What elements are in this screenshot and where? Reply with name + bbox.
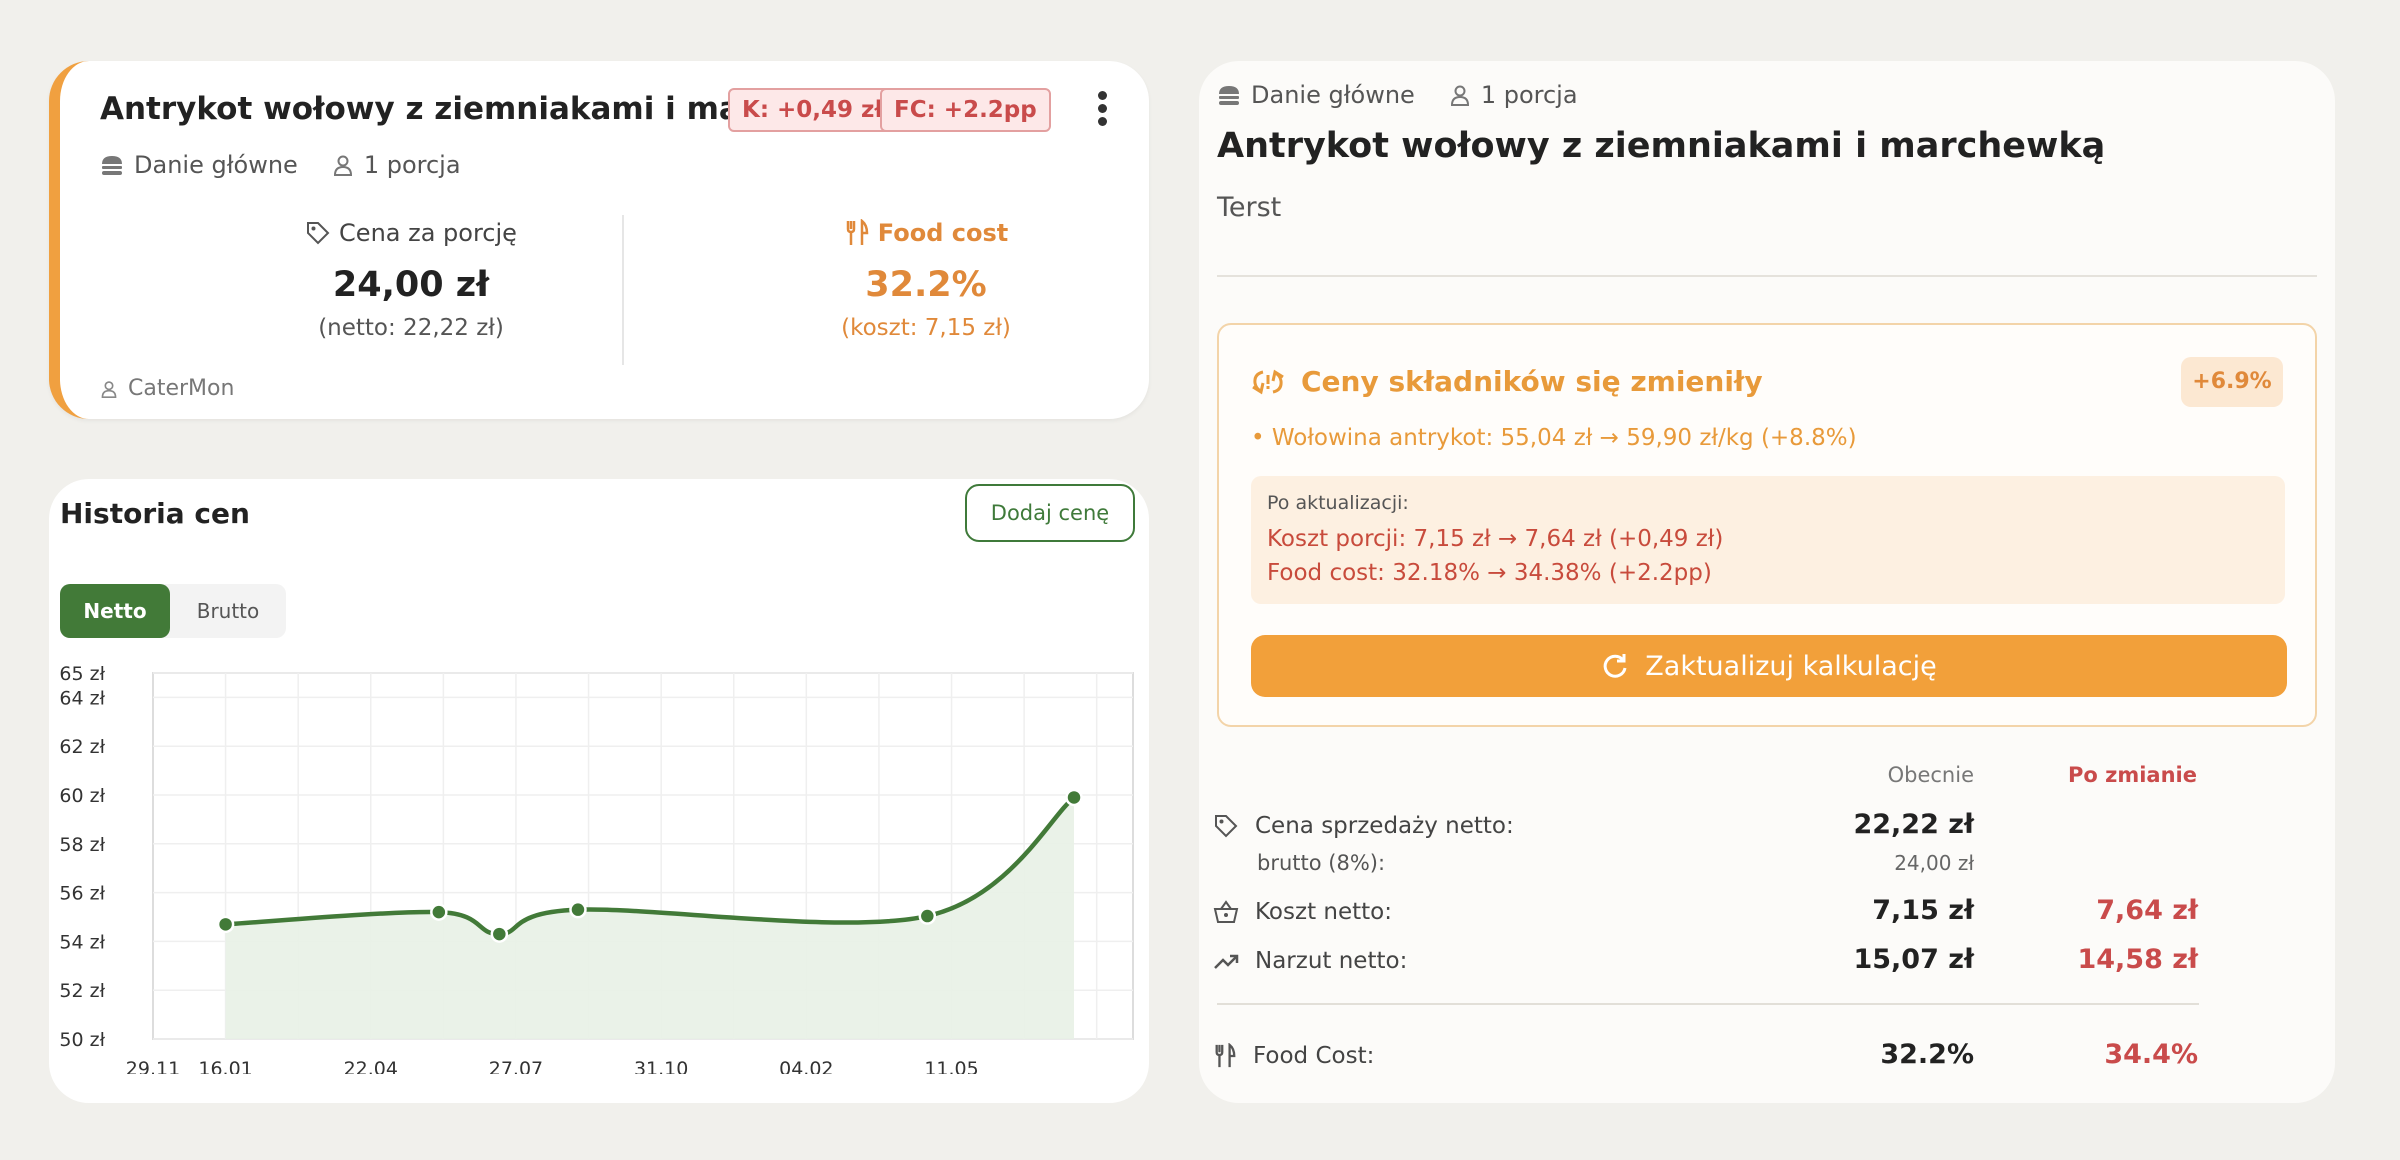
detail-title: Antrykot wołowy z ziemniakami i marchewk… [1217, 126, 2106, 166]
sale-price-label: Cena sprzedaży netto: [1255, 813, 1514, 839]
y-tick-label: 58 zł [59, 834, 105, 856]
data-point [1065, 788, 1083, 807]
tag-icon [1215, 815, 1238, 838]
y-tick-label: 64 zł [59, 687, 105, 709]
price-net: (netto: 22,22 zł) [318, 315, 504, 341]
gross-now: 24,00 zł [1894, 851, 1974, 875]
recipe-detail-panel: Danie główne 1 porcja Antrykot wołowy z … [1199, 61, 2335, 1103]
food-cost-change-line: Food cost: 32.18% → 34.38% (+2.2pp) [1267, 560, 1712, 586]
change-percent-badge: +6.9% [2181, 357, 2283, 407]
data-point [918, 907, 937, 925]
series-line [225, 795, 1076, 937]
category-label: Danie główne [1251, 81, 1415, 109]
y-tick-label: 60 zł [59, 785, 105, 807]
cost-label: Koszt netto: [1255, 899, 1392, 925]
food-cost-after: 34.4% [2104, 1039, 2198, 1070]
cost-change-line: Koszt porcji: 7,15 zł → 7,64 zł (+0,49 z… [1267, 526, 1724, 552]
y-tick-label: 50 zł [59, 1029, 105, 1051]
y-tick-label: 52 zł [59, 980, 105, 1002]
markup-label: Narzut netto: [1255, 948, 1408, 974]
x-tick-label: 22.04 [344, 1058, 398, 1074]
divider [1217, 1003, 2199, 1005]
ingredient-change: • Wołowina antrykot: 55,04 zł → 59,90 zł… [1251, 425, 1857, 451]
food-cost-change-chip: FC: +2.2pp [880, 88, 1051, 132]
y-tick-label: 56 zł [59, 883, 105, 905]
user-icon [101, 380, 117, 398]
recipe-card[interactable]: Antrykot wołowy z ziemniakami i marchewk… [49, 61, 1149, 419]
net-gross-toggle: Netto Brutto [60, 584, 286, 638]
x-tick-label: 29.11 [126, 1058, 180, 1074]
y-tick-label: 54 zł [59, 931, 105, 953]
markup-after: 14,58 zł [2077, 944, 2198, 975]
data-point [490, 925, 509, 943]
cost-after: 7,64 zł [2096, 895, 2198, 926]
markup-now: 15,07 zł [1853, 944, 1974, 975]
fork-knife-icon [1215, 1043, 1236, 1068]
update-calculation-label: Zaktualizuj kalkulację [1645, 650, 1937, 682]
refresh-icon [1604, 654, 1627, 678]
after-update-summary: Po aktualizacji: Koszt porcji: 7,15 zł →… [1251, 476, 2285, 604]
tab-netto[interactable]: Netto [60, 584, 170, 638]
author-name: CaterMon [128, 376, 235, 401]
food-cost-amount: (koszt: 7,15 zł) [841, 315, 1011, 341]
price-value: 24,00 zł [332, 265, 490, 305]
tag-icon [307, 222, 330, 245]
x-tick-label: 31.10 [634, 1058, 688, 1074]
data-point [216, 915, 235, 934]
divider [622, 215, 624, 365]
data-point [430, 903, 448, 921]
category-label: Danie główne [134, 151, 298, 179]
detail-meta: Danie główne 1 porcja [1217, 81, 1612, 109]
tab-brutto[interactable]: Brutto [170, 584, 286, 638]
price-label: Cena za porcję [339, 219, 517, 247]
food-cost: Food cost 32.2% (koszt: 7,15 zł) [706, 219, 1146, 341]
price-change-alert: Ceny składników się zmieniły +6.9% • Woł… [1217, 323, 2317, 727]
trending-up-icon [1214, 954, 1239, 969]
after-update-caption: Po aktualizacji: [1267, 492, 1409, 514]
burger-icon [1219, 86, 1239, 105]
column-current: Obecnie [1887, 763, 1974, 787]
divider [1217, 275, 2317, 277]
detail-description: Terst [1217, 192, 1282, 223]
price-per-portion: Cena za porcję 24,00 zł (netto: 22,22 zł… [191, 219, 631, 341]
y-tick-label: 65 zł [59, 663, 105, 685]
user-icon [1450, 85, 1469, 106]
series-area [225, 797, 1075, 1039]
author: CaterMon [100, 376, 234, 401]
food-cost-label: Food Cost: [1253, 1043, 1375, 1069]
gross-label: brutto (8%): [1257, 851, 1386, 875]
food-cost-now: 32.2% [1880, 1039, 1974, 1070]
basket-icon [1213, 900, 1239, 923]
x-tick-label: 11.05 [924, 1058, 978, 1074]
price-change-icon [1252, 369, 1284, 394]
price-history-chart: 50 zł 52 zł 54 zł 56 zł 58 zł 60 zł 62 zł 64 zł… [59, 663, 1134, 1074]
history-title: Historia cen [60, 497, 250, 530]
cost-now: 7,15 zł [1872, 895, 1974, 926]
x-tick-label: 27.07 [489, 1058, 543, 1074]
burger-icon [102, 156, 122, 175]
user-icon [333, 155, 352, 176]
fork-knife-icon [846, 219, 869, 245]
sale-price-now: 22,22 zł [1853, 809, 1974, 840]
more-options-icon[interactable] [1092, 91, 1112, 131]
food-cost-value: 32.2% [865, 265, 987, 305]
x-tick-label: 16.01 [198, 1058, 252, 1074]
y-tick-label: 62 zł [59, 736, 105, 758]
price-history-card: Historia cen Dodaj cenę Netto Brutto 50 … [49, 479, 1149, 1103]
recipe-meta: Danie główne 1 porcja [100, 151, 495, 179]
food-cost-label: Food cost [877, 219, 1009, 247]
add-price-button[interactable]: Dodaj cenę [965, 484, 1135, 542]
data-point [569, 900, 587, 919]
x-tick-label: 04.02 [779, 1058, 833, 1074]
alert-title: Ceny składników się zmieniły [1301, 365, 1763, 398]
portions-label: 1 porcja [1480, 81, 1578, 109]
update-calculation-button[interactable]: Zaktualizuj kalkulację [1251, 635, 2287, 697]
cost-change-chip: K: +0,49 zł [728, 88, 897, 132]
column-after-change: Po zmianie [2068, 763, 2197, 787]
portions-label: 1 porcja [363, 151, 461, 179]
